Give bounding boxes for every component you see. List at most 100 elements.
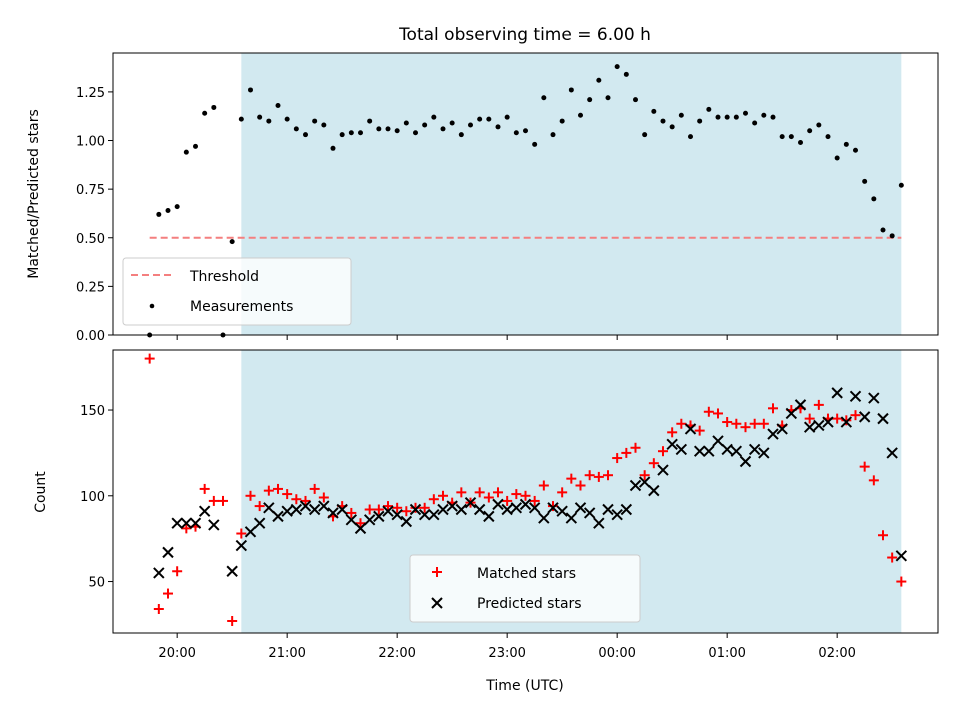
predicted-star-point bbox=[354, 522, 367, 535]
predicted-star-point bbox=[666, 438, 678, 451]
matched-star-point bbox=[163, 588, 173, 599]
measurement-point bbox=[559, 118, 565, 124]
bottom-panel: 50 100 150 20:00 21:00 22:00 23:00 00:00 01:00 0… bbox=[33, 349, 939, 694]
bottom-x-axis: 20:00 21:00 22:00 23:00 00:00 01:00 02:00 bbox=[158, 633, 856, 661]
predicted-star-point bbox=[648, 484, 660, 497]
x-tick-label: 22:00 bbox=[378, 646, 415, 661]
matched-star-point bbox=[254, 501, 265, 512]
matched-star-point bbox=[676, 418, 687, 429]
measurement-point bbox=[697, 118, 703, 124]
predicted-star-point bbox=[657, 464, 669, 476]
measurement-point bbox=[275, 103, 281, 109]
matched-star-point bbox=[593, 471, 604, 482]
measurement-point bbox=[486, 116, 492, 122]
predicted-star-point bbox=[363, 514, 376, 526]
measurement-point bbox=[403, 120, 409, 126]
matched-star-point bbox=[263, 485, 274, 496]
measurement-point bbox=[211, 104, 217, 110]
measurement-point bbox=[257, 114, 263, 120]
y-tick-label: 50 bbox=[88, 576, 105, 591]
predicted-star-point bbox=[153, 567, 165, 579]
predicted-star-point bbox=[620, 503, 633, 516]
measurement-point bbox=[458, 132, 464, 138]
measurement-point bbox=[862, 178, 868, 184]
predicted-star-point bbox=[767, 428, 779, 440]
predicted-star-point bbox=[464, 496, 477, 509]
matched-star-point bbox=[758, 418, 769, 429]
matched-star-point bbox=[667, 427, 678, 438]
measurement-point bbox=[431, 114, 437, 120]
y-tick-label: 0.25 bbox=[76, 280, 105, 295]
matched-star-point bbox=[282, 489, 293, 500]
top-y-axis-label: Matched/Predicted stars bbox=[26, 109, 42, 279]
y-tick-label: 150 bbox=[80, 404, 105, 419]
measurement-point bbox=[798, 139, 803, 145]
measurement-point bbox=[523, 128, 528, 134]
matched-star-point bbox=[474, 487, 485, 498]
measurement-point bbox=[394, 128, 400, 134]
measurement-point bbox=[871, 196, 877, 202]
measurement-point bbox=[779, 134, 785, 140]
predicted-star-point bbox=[739, 455, 752, 468]
top-x-axis bbox=[176, 335, 838, 340]
measurement-point bbox=[605, 95, 611, 101]
measurement-point bbox=[303, 132, 308, 138]
matched-star-point bbox=[410, 502, 421, 513]
predicted-star-point bbox=[180, 517, 193, 529]
predicted-star-point bbox=[684, 423, 697, 435]
top-legend: Threshold Measurements bbox=[122, 257, 352, 326]
measurement-point bbox=[642, 132, 648, 138]
matched-star-point bbox=[621, 447, 632, 458]
top-panel: Total observing time = 6.00 h 0.000.250.… bbox=[26, 25, 939, 344]
predicted-star-point bbox=[189, 517, 202, 529]
matched-star-point bbox=[218, 495, 228, 506]
x-tick-label: 02:00 bbox=[818, 646, 855, 661]
predicted-star-point bbox=[400, 515, 413, 528]
predicted-star-point bbox=[611, 508, 623, 521]
measurement-point bbox=[321, 122, 327, 128]
x-tick-label: 01:00 bbox=[708, 646, 745, 661]
bottom-y-axis: 50 100 150 bbox=[80, 404, 113, 591]
measurement-point bbox=[284, 116, 290, 122]
y-tick-label: 0.00 bbox=[76, 329, 105, 344]
predicted-star-point bbox=[345, 514, 358, 526]
matched-star-point bbox=[502, 495, 513, 506]
measurement-point bbox=[578, 112, 583, 118]
measurement-point bbox=[440, 126, 446, 132]
matched-star-point bbox=[309, 483, 320, 494]
measurement-point bbox=[715, 114, 721, 120]
measurement-point bbox=[568, 87, 574, 93]
predicted-star-point bbox=[813, 419, 825, 432]
measurement-point bbox=[651, 108, 657, 114]
matched-star-point bbox=[483, 492, 494, 503]
matched-star-point bbox=[813, 399, 824, 410]
predicted-star-point bbox=[373, 510, 385, 523]
measurement-point bbox=[733, 114, 739, 120]
measurement-point bbox=[761, 112, 767, 118]
matched-star-point bbox=[850, 410, 861, 421]
y-tick-label: 100 bbox=[80, 490, 105, 505]
measurement-point bbox=[587, 97, 593, 103]
matched-star-point bbox=[658, 446, 668, 457]
predicted-star-point bbox=[556, 505, 568, 517]
predicted-star-point bbox=[244, 526, 257, 538]
measurement-point bbox=[330, 145, 336, 151]
matched-star-point bbox=[566, 473, 577, 484]
predicted-star-point bbox=[510, 502, 523, 514]
matched-star-point bbox=[236, 528, 247, 539]
top-y-axis: 0.00 0.25 0.50 0.75 1.00 1.25 bbox=[76, 86, 113, 344]
matched-star-point bbox=[859, 461, 870, 472]
measurement-point bbox=[678, 112, 684, 118]
matched-star-point bbox=[804, 413, 815, 424]
x-tick-label: 00:00 bbox=[598, 646, 635, 661]
predicted-stars-series bbox=[153, 387, 908, 579]
matched-star-point bbox=[346, 507, 357, 518]
measurement-point bbox=[468, 122, 473, 128]
x-tick-label: 21:00 bbox=[268, 646, 305, 661]
measurement-point bbox=[266, 118, 272, 124]
top-legend-box bbox=[122, 257, 352, 326]
predicted-star-point bbox=[198, 505, 211, 517]
matched-star-point bbox=[227, 615, 238, 626]
measurement-point bbox=[193, 143, 198, 149]
predicted-star-point bbox=[318, 500, 330, 512]
